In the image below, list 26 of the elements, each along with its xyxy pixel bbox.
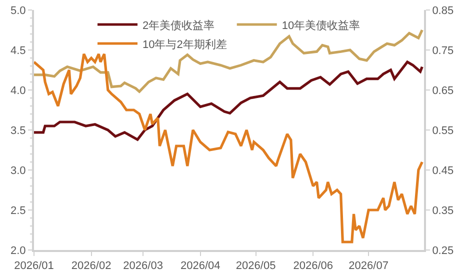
y2-tick-label: 0.45: [432, 164, 454, 177]
y-tick-label: 3.0: [10, 164, 26, 177]
x-tick-label: 2026/03: [123, 260, 163, 272]
x-tick-label: 2026/05: [236, 260, 276, 272]
x-tick-label: 2026/07: [348, 260, 388, 272]
x-tick-label: 2026/06: [293, 260, 333, 272]
y-tick-label: 3.5: [10, 124, 26, 137]
legend-label: 10年美债收益率: [282, 18, 360, 32]
line-series: [34, 60, 424, 141]
y-tick-label: 2.5: [10, 204, 26, 217]
y2-tick-label: 0.75: [432, 44, 454, 57]
line-series: [34, 52, 424, 244]
x-tick-label: 2026/01: [14, 260, 54, 272]
legend-label: 2年美债收益率: [142, 18, 215, 32]
y2-tick-label: 0.55: [432, 124, 454, 137]
y2-tick-label: 0.85: [432, 4, 454, 17]
y-tick-label: 4.5: [10, 44, 26, 57]
y2-tick-label: 0.65: [432, 84, 454, 97]
y-tick-label: 4.0: [10, 84, 26, 97]
x-tick-label: 2026/02: [71, 260, 112, 272]
y-tick-label: 2.0: [10, 244, 26, 257]
y-tick-label: 5.0: [10, 4, 26, 17]
x-tick-label: 2026/04: [180, 260, 220, 272]
y2-tick-label: 0.35: [432, 204, 454, 217]
y2-tick-label: 0.25: [432, 244, 454, 257]
legend-label: 10年与2年期利差: [142, 38, 227, 51]
